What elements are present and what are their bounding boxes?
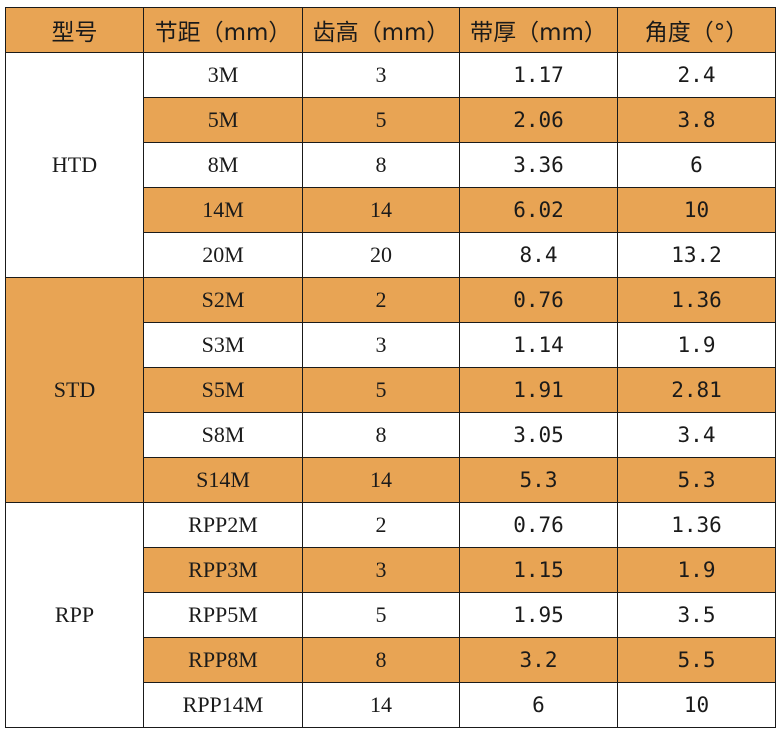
cell-angle: 3.8 bbox=[617, 97, 776, 143]
cell-belt-thickness: 5.3 bbox=[459, 457, 618, 503]
group-cell-rpp: RPP bbox=[5, 502, 144, 728]
cell-belt-thickness: 0.76 bbox=[459, 277, 618, 323]
cell-tooth-height: 14 bbox=[302, 457, 460, 503]
header-angle: 角度（°） bbox=[617, 7, 776, 53]
cell-tooth-height: 2 bbox=[302, 502, 460, 548]
cell-angle: 1.36 bbox=[617, 502, 776, 548]
cell-pitch: RPP3M bbox=[143, 547, 303, 593]
cell-tooth-height: 14 bbox=[302, 682, 460, 728]
cell-pitch: S5M bbox=[143, 367, 303, 413]
cell-pitch: S14M bbox=[143, 457, 303, 503]
cell-angle: 13.2 bbox=[617, 232, 776, 278]
cell-pitch: RPP8M bbox=[143, 637, 303, 683]
cell-tooth-height: 14 bbox=[302, 187, 460, 233]
cell-belt-thickness: 1.14 bbox=[459, 322, 618, 368]
cell-pitch: RPP14M bbox=[143, 682, 303, 728]
table-row: HTD 3M 3 1.17 2.4 bbox=[5, 52, 776, 278]
cell-belt-thickness: 0.76 bbox=[459, 502, 618, 548]
table-row: 14M 14 6.02 10 bbox=[5, 187, 776, 233]
cell-tooth-height: 8 bbox=[302, 412, 460, 458]
table-row: S3M 3 1.14 1.9 bbox=[5, 322, 776, 368]
cell-tooth-height: 3 bbox=[302, 52, 460, 98]
cell-angle: 1.9 bbox=[617, 547, 776, 593]
cell-angle: 1.9 bbox=[617, 322, 776, 368]
cell-pitch: 20M bbox=[143, 232, 303, 278]
cell-angle: 6 bbox=[617, 142, 776, 188]
group-cell-htd: HTD bbox=[5, 52, 144, 278]
cell-angle: 2.4 bbox=[617, 52, 776, 98]
cell-pitch: RPP5M bbox=[143, 592, 303, 638]
header-belt-thickness: 带厚（mm） bbox=[459, 7, 618, 53]
cell-pitch: 5M bbox=[143, 97, 303, 143]
cell-belt-thickness: 1.15 bbox=[459, 547, 618, 593]
cell-belt-thickness: 3.36 bbox=[459, 142, 618, 188]
cell-tooth-height: 20 bbox=[302, 232, 460, 278]
table-row: STD S2M 2 0.76 1.36 bbox=[5, 277, 776, 503]
cell-belt-thickness: 1.95 bbox=[459, 592, 618, 638]
cell-angle: 5.5 bbox=[617, 637, 776, 683]
cell-tooth-height: 5 bbox=[302, 97, 460, 143]
cell-angle: 2.81 bbox=[617, 367, 776, 413]
cell-tooth-height: 3 bbox=[302, 547, 460, 593]
cell-angle: 10 bbox=[617, 682, 776, 728]
cell-belt-thickness: 1.91 bbox=[459, 367, 618, 413]
header-row: 型号 节距（mm） 齿高（mm） 带厚（mm） 角度（°） bbox=[5, 7, 776, 53]
cell-tooth-height: 5 bbox=[302, 592, 460, 638]
cell-pitch: 14M bbox=[143, 187, 303, 233]
cell-tooth-height: 3 bbox=[302, 322, 460, 368]
header-pitch: 节距（mm） bbox=[143, 7, 303, 53]
cell-belt-thickness: 3.2 bbox=[459, 637, 618, 683]
cell-belt-thickness: 2.06 bbox=[459, 97, 618, 143]
table-row: 5M 5 2.06 3.8 bbox=[5, 97, 776, 143]
belt-spec-table: 型号 节距（mm） 齿高（mm） 带厚（mm） 角度（°） HTD 3M 3 1… bbox=[5, 7, 776, 728]
cell-angle: 3.4 bbox=[617, 412, 776, 458]
cell-pitch: S8M bbox=[143, 412, 303, 458]
cell-tooth-height: 2 bbox=[302, 277, 460, 323]
cell-belt-thickness: 6 bbox=[459, 682, 618, 728]
cell-belt-thickness: 8.4 bbox=[459, 232, 618, 278]
group-cell-std: STD bbox=[5, 277, 144, 503]
cell-pitch: 3M bbox=[143, 52, 303, 98]
table-row: RPP RPP2M 2 0.76 1.36 bbox=[5, 502, 776, 728]
cell-pitch: 8M bbox=[143, 142, 303, 188]
cell-angle: 10 bbox=[617, 187, 776, 233]
cell-angle: 1.36 bbox=[617, 277, 776, 323]
cell-belt-thickness: 3.05 bbox=[459, 412, 618, 458]
cell-tooth-height: 8 bbox=[302, 637, 460, 683]
cell-pitch: S3M bbox=[143, 322, 303, 368]
cell-angle: 5.3 bbox=[617, 457, 776, 503]
cell-pitch: RPP2M bbox=[143, 502, 303, 548]
cell-belt-thickness: 1.17 bbox=[459, 52, 618, 98]
cell-pitch: S2M bbox=[143, 277, 303, 323]
cell-tooth-height: 5 bbox=[302, 367, 460, 413]
header-model: 型号 bbox=[5, 7, 144, 53]
header-tooth-height: 齿高（mm） bbox=[302, 7, 460, 53]
cell-belt-thickness: 6.02 bbox=[459, 187, 618, 233]
cell-tooth-height: 8 bbox=[302, 142, 460, 188]
cell-angle: 3.5 bbox=[617, 592, 776, 638]
